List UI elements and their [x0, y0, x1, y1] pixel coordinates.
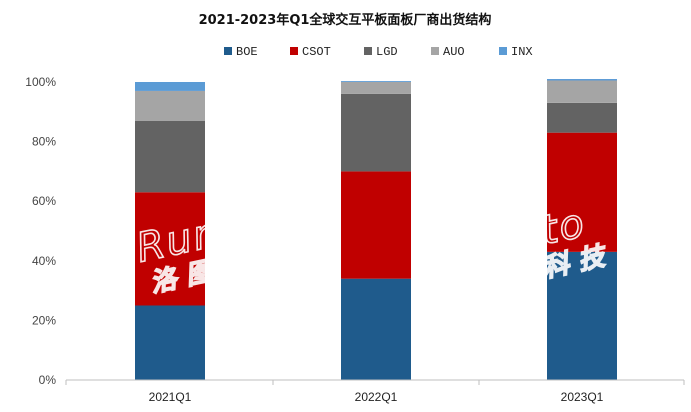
bar-segment-inx-2021q1 [135, 82, 205, 91]
chart-title: 2021-2023年Q1全球交互平板面板厂商出货结构 [199, 12, 492, 28]
bar-segment-auo-2021q1 [135, 90, 205, 121]
y-tick-label: 80% [32, 135, 56, 149]
bar-segment-lgd-2021q1 [135, 120, 205, 193]
legend-swatch-boe [224, 47, 232, 55]
bar-segment-inx-2022q1 [341, 81, 411, 82]
bar-segment-csot-2022q1 [341, 171, 411, 279]
legend-label-boe: BOE [236, 45, 258, 59]
y-tick-label: 20% [32, 313, 56, 327]
legend: BOE CSOT LGD AUO INX [224, 45, 533, 59]
bar-segment-boe-2021q1 [135, 305, 205, 380]
y-tick-label: 60% [32, 194, 56, 208]
bars [135, 79, 617, 380]
x-category-label: 2023Q1 [561, 390, 604, 404]
legend-label-auo: AUO [443, 45, 465, 59]
bar-segment-inx-2023q1 [547, 79, 617, 81]
bar-segment-lgd-2023q1 [547, 102, 617, 133]
legend-swatch-lgd [364, 47, 372, 55]
y-tick-label: 0% [39, 373, 57, 387]
bar-segment-lgd-2022q1 [341, 93, 411, 172]
bar-segment-auo-2023q1 [547, 80, 617, 103]
legend-swatch-inx [499, 47, 507, 55]
legend-swatch-csot [290, 47, 298, 55]
legend-label-csot: CSOT [302, 45, 331, 59]
x-category-label: 2022Q1 [355, 390, 398, 404]
bar-segment-boe-2022q1 [341, 278, 411, 380]
y-tick-label: 40% [32, 254, 56, 268]
legend-swatch-auo [431, 47, 439, 55]
legend-label-lgd: LGD [376, 45, 398, 59]
y-tick-label: 100% [25, 75, 56, 89]
bar-segment-boe-2023q1 [547, 251, 617, 380]
bar-segment-auo-2022q1 [341, 82, 411, 94]
x-category-label: 2021Q1 [149, 390, 192, 404]
bar-segment-csot-2021q1 [135, 192, 205, 306]
bar-segment-csot-2023q1 [547, 132, 617, 252]
legend-label-inx: INX [511, 45, 533, 59]
y-axis: 0% 20% 40% 60% 80% 100% [25, 75, 56, 387]
x-axis: 2021Q1 2022Q1 2023Q1 [65, 379, 685, 404]
